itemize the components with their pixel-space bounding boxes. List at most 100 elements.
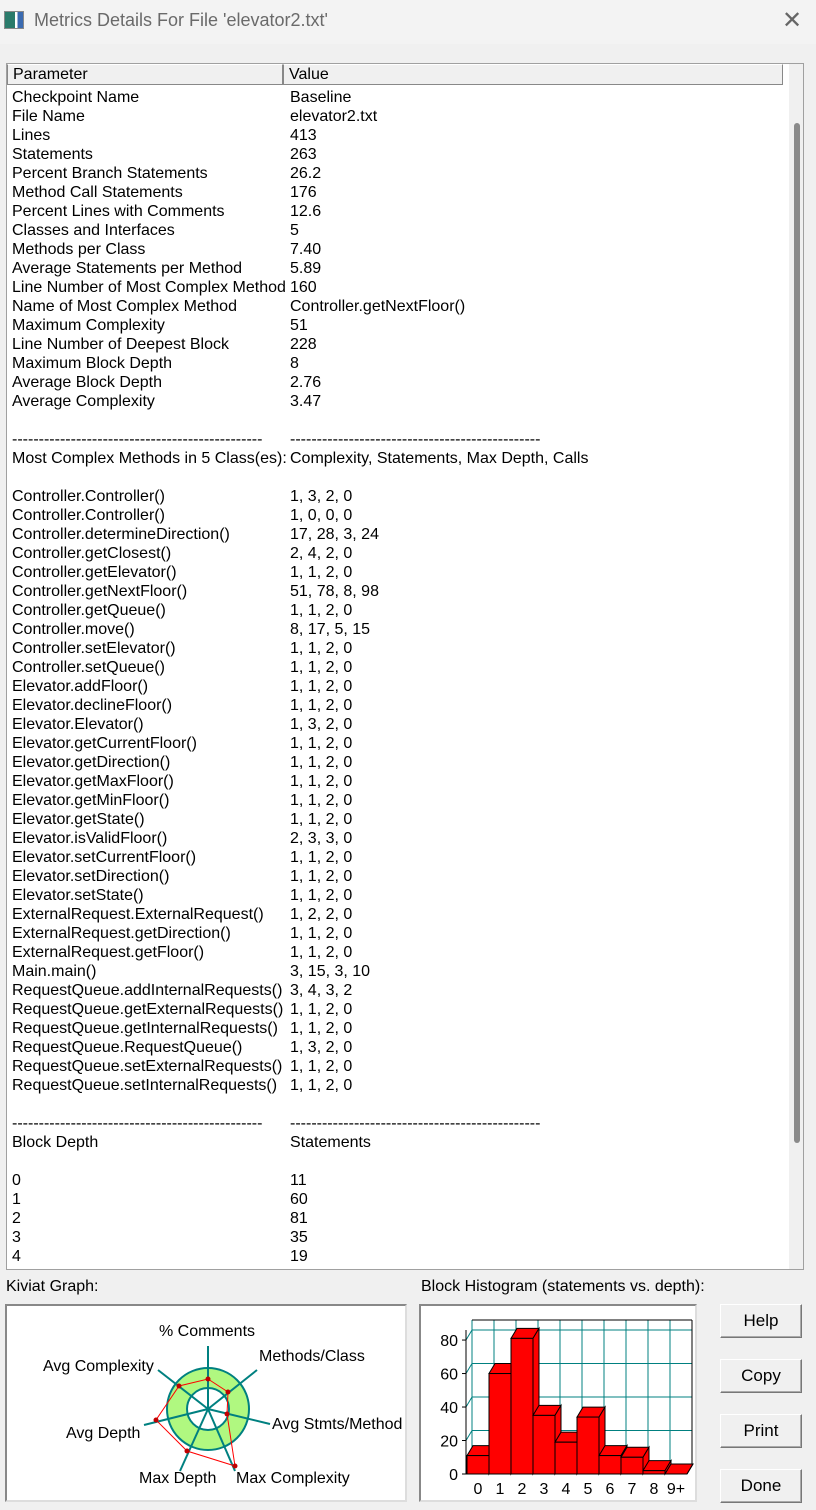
parameter-cell: Maximum Complexity [12, 317, 165, 334]
parameter-cell: Average Statements per Method [12, 260, 243, 277]
parameter-cell: Controller.getElevator() [12, 564, 177, 581]
copy-button[interactable]: Copy [720, 1359, 802, 1393]
x-tick-label: 8 [650, 1481, 659, 1498]
title-bar: Metrics Details For File 'elevator2.txt'… [0, 0, 816, 44]
value-cell: 160 [290, 279, 317, 296]
bar [532, 1414, 556, 1475]
parameter-cell: Controller.getQueue() [12, 602, 166, 619]
parameter-cell: Elevator.getMaxFloor() [12, 773, 174, 790]
parameter-cell: Percent Lines with Comments [12, 203, 225, 220]
kiviat-label: Kiviat Graph: [6, 1278, 99, 1295]
parameter-cell: Elevator.getState() [12, 811, 145, 828]
value-cell: 1, 2, 2, 0 [290, 906, 353, 923]
grid-line [465, 1329, 473, 1341]
value-cell: Statements [290, 1134, 371, 1151]
parameter-cell: 1 [12, 1191, 21, 1208]
parameter-cell: ----------------------------------------… [12, 431, 263, 448]
value-cell: 228 [290, 336, 317, 353]
scrollbar-thumb[interactable] [794, 123, 800, 1143]
bar [642, 1470, 666, 1475]
parameter-cell: Controller.move() [12, 621, 135, 638]
parameter-cell: Controller.Controller() [12, 488, 165, 505]
parameter-cell: Average Complexity [12, 393, 155, 410]
parameter-cell: Lines [12, 127, 51, 144]
parameter-cell: RequestQueue.RequestQueue() [12, 1039, 243, 1056]
print-button[interactable]: Print [720, 1414, 802, 1448]
help-button[interactable]: Help [720, 1304, 802, 1338]
kiviat-axis-label: Max Depth [139, 1470, 216, 1487]
parameter-cell: RequestQueue.setInternalRequests() [12, 1077, 278, 1094]
histogram-label: Block Histogram (statements vs. depth): [421, 1278, 705, 1295]
x-tick-label: 0 [474, 1481, 483, 1498]
bar [576, 1416, 600, 1475]
parameter-cell: Controller.determineDirection() [12, 526, 230, 543]
value-cell: 51 [290, 317, 308, 334]
parameter-cell: 2 [12, 1210, 21, 1227]
value-cell: Complexity, Statements, Max Depth, Calls [290, 450, 589, 467]
vertical-scrollbar[interactable] [789, 64, 803, 1269]
parameter-cell: Main.main() [12, 963, 97, 980]
kiviat-axis-label: Methods/Class [259, 1348, 365, 1365]
value-cell: 60 [290, 1191, 308, 1208]
kiviat-axes [143, 1346, 271, 1472]
parameter-cell: Most Complex Methods in 5 Class(es): [12, 450, 287, 467]
kiviat-graph: % Comments Methods/Class Avg Stmts/Metho… [5, 1304, 407, 1502]
kiviat-axis-label: % Comments [159, 1323, 255, 1340]
value-cell: 1, 1, 2, 0 [290, 1077, 353, 1094]
value-cell: 26.2 [290, 165, 322, 182]
value-cell: ----------------------------------------… [290, 1115, 541, 1132]
value-cell: 1, 1, 2, 0 [290, 640, 353, 657]
y-tick-label: 0 [449, 1467, 458, 1484]
column-header-parameter[interactable]: Parameter [7, 64, 283, 85]
parameter-cell: 4 [12, 1248, 21, 1265]
parameter-cell: ExternalRequest.ExternalRequest() [12, 906, 264, 923]
value-cell: 2, 3, 3, 0 [290, 830, 353, 847]
parameter-cell: Controller.setQueue() [12, 659, 165, 676]
window-title: Metrics Details For File 'elevator2.txt' [34, 10, 328, 30]
parameter-cell: Elevator.getMinFloor() [12, 792, 170, 809]
parameter-cell: Classes and Interfaces [12, 222, 175, 239]
kiviat-axis-label: Max Complexity [236, 1470, 350, 1487]
column-header-value[interactable]: Value [283, 64, 783, 85]
value-cell: 1, 0, 0, 0 [290, 507, 353, 524]
value-cell: 1, 1, 2, 0 [290, 735, 353, 752]
y-tick-label: 40 [440, 1400, 458, 1417]
app-icon [4, 11, 24, 29]
value-cell: ----------------------------------------… [290, 431, 541, 448]
close-icon[interactable]: ✕ [782, 7, 803, 34]
value-cell: 1, 3, 2, 0 [290, 1039, 353, 1056]
value-cell: 1, 1, 2, 0 [290, 678, 353, 695]
bar [598, 1455, 622, 1475]
bar-side [686, 1463, 694, 1475]
metrics-list[interactable]: Parameter Value Checkpoint Name Baseline F… [6, 63, 804, 1270]
value-cell: 8 [290, 355, 299, 372]
value-cell: 1, 1, 2, 0 [290, 849, 353, 866]
value-cell: 3, 15, 3, 10 [290, 963, 371, 980]
bar [466, 1455, 490, 1475]
value-cell: 1, 1, 2, 0 [290, 925, 353, 942]
value-cell: 1, 1, 2, 0 [290, 659, 353, 676]
y-tick-label: 80 [440, 1333, 458, 1350]
parameter-cell: Elevator.declineFloor() [12, 697, 173, 714]
kiviat-polygon [155, 1378, 236, 1467]
y-tick-label: 60 [440, 1367, 458, 1384]
value-cell: 3.47 [290, 393, 322, 410]
parameter-cell: ExternalRequest.getDirection() [12, 925, 231, 942]
value-cell: Baseline [290, 89, 352, 106]
value-cell: 1, 1, 2, 0 [290, 602, 353, 619]
parameter-cell: Checkpoint Name [12, 89, 140, 106]
value-cell: 263 [290, 146, 317, 163]
y-tick-label: 20 [440, 1434, 458, 1451]
parameter-cell: Maximum Block Depth [12, 355, 173, 372]
x-tick-label: 9+ [667, 1481, 685, 1498]
parameter-cell: Elevator.getDirection() [12, 754, 171, 771]
parameter-cell: Block Depth [12, 1134, 99, 1151]
value-cell: 11 [290, 1172, 307, 1189]
parameter-cell: RequestQueue.setExternalRequests() [12, 1058, 283, 1075]
parameter-cell: Elevator.isValidFloor() [12, 830, 168, 847]
value-cell: 176 [290, 184, 317, 201]
done-button[interactable]: Done [720, 1469, 802, 1503]
parameter-cell: Elevator.setCurrentFloor() [12, 849, 197, 866]
parameter-cell: ExternalRequest.getFloor() [12, 944, 205, 961]
bar [554, 1441, 578, 1475]
